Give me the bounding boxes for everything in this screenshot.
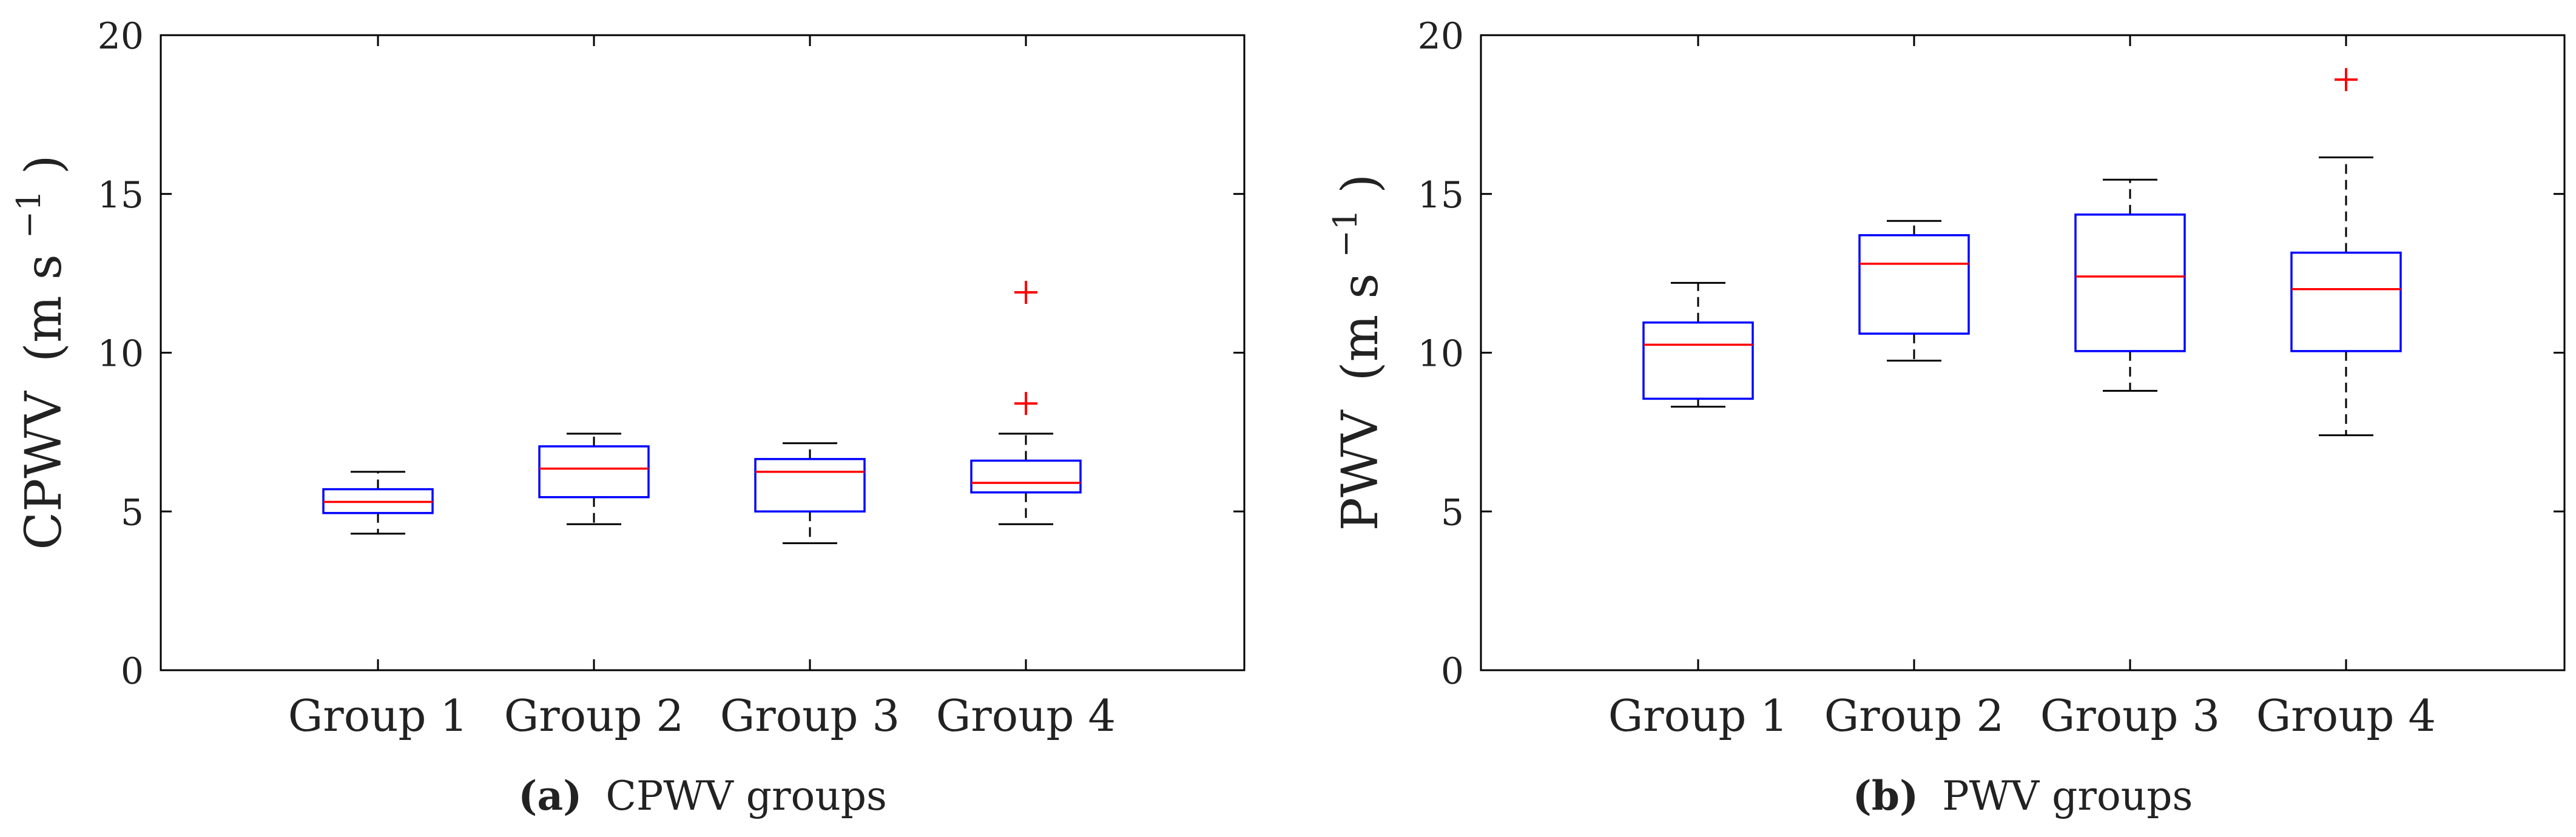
y-tick-label-b-1: 5: [1441, 491, 1464, 534]
boxes-b: [1642, 68, 2402, 437]
outlier-a-3-0: [1014, 392, 1037, 415]
box-b-0: [1642, 321, 1754, 400]
caption-a-text: CPWV groups: [605, 773, 887, 819]
y-tick-label-a-2: 10: [98, 333, 144, 375]
plot-frame-a: [160, 34, 1246, 671]
box-b-1: [1858, 234, 1970, 335]
y-axis-label-a-exp: −1: [10, 190, 48, 238]
y-tick-label-b-2: 10: [1418, 333, 1464, 375]
x-categories-a: Group 1 Group 2 Group 3 Group 4: [288, 35, 1116, 741]
y-axis-label-b-close: ): [1332, 174, 1389, 193]
y-tick-label-a-4: 20: [98, 15, 144, 58]
y-tick-label-b-4: 20: [1418, 15, 1464, 58]
y-ticks-a: 0 5 10 15 20: [98, 15, 1244, 693]
box-b-2: [2074, 213, 2186, 352]
box-a-2: [754, 458, 866, 513]
boxes-a: [322, 281, 1082, 545]
y-ticks-b: 0 5 10 15 20: [1418, 15, 2564, 693]
y-axis-label-b-unit: (m s: [1332, 274, 1389, 382]
box-b-3: [2290, 251, 2402, 352]
caption-a-label: (a): [518, 772, 582, 819]
caption-a: (a) CPWV groups: [518, 772, 887, 819]
x-category-label-b-1: Group 2: [1824, 690, 2004, 741]
y-axis-label-a-unit: (m s: [15, 254, 73, 362]
y-axis-label-a: CPWV (m s −1 ): [0, 155, 73, 550]
outlier-b-3-0: [2335, 68, 2358, 92]
y-axis-label-b: PWV (m s −1 ): [1311, 174, 1389, 531]
y-axis-label-b-exp: −1: [1326, 209, 1364, 258]
y-tick-label-a-0: 0: [121, 650, 144, 693]
y-tick-label-a-3: 15: [98, 174, 144, 217]
y-tick-label-a-1: 5: [121, 491, 144, 534]
x-categories-b: Group 1 Group 2 Group 3 Group 4: [1608, 35, 2436, 741]
chart-panel-a: 0 5 10 15 20 Group 1 Group 2 Group 3 Group 4 CP…: [0, 15, 1246, 819]
caption-b: (b) PWV groups: [1853, 772, 2193, 819]
y-tick-label-b-3: 15: [1418, 174, 1464, 217]
x-category-label-b-3: Group 4: [2256, 690, 2436, 741]
x-category-label-a-1: Group 2: [504, 690, 684, 741]
x-category-label-b-2: Group 3: [2040, 690, 2220, 741]
x-category-label-b-0: Group 1: [1608, 690, 1788, 741]
x-category-label-a-2: Group 3: [720, 690, 900, 741]
y-tick-label-b-0: 0: [1441, 650, 1464, 693]
x-category-label-a-3: Group 4: [936, 690, 1116, 741]
y-axis-label-a-close: ): [15, 155, 73, 174]
chart-panel-b: 0 5 10 15 20 Group 1 Group 2 Group 3 Group 4 PW…: [1311, 15, 2566, 819]
box-a-3: [970, 459, 1082, 494]
caption-b-label: (b): [1853, 772, 1919, 819]
x-category-label-a-0: Group 1: [288, 690, 468, 741]
outlier-a-3-1: [1014, 281, 1037, 304]
y-axis-label-b-main: PWV: [1332, 409, 1389, 531]
caption-b-text: PWV groups: [1942, 773, 2193, 819]
y-axis-label-a-main: CPWV: [15, 390, 73, 550]
box-a-1: [538, 445, 650, 499]
